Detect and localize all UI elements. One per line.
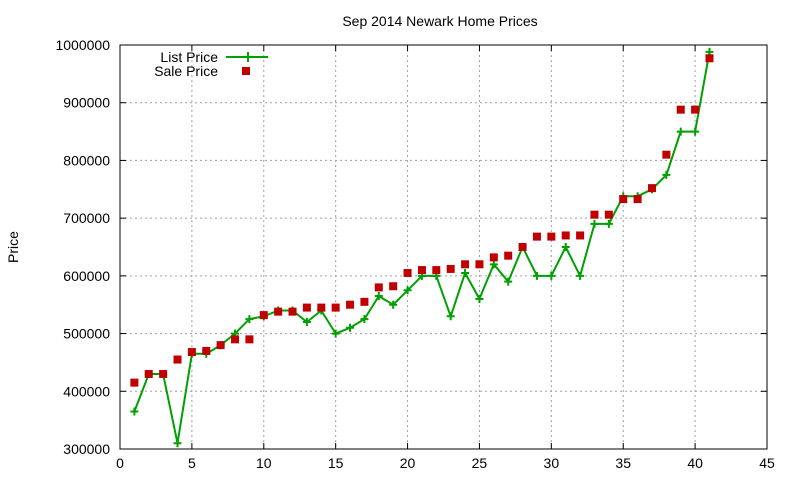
data-point-sale-price <box>159 369 168 378</box>
legend-marker-list-price <box>243 52 253 62</box>
data-point-list-price <box>346 323 355 332</box>
data-point-sale-price <box>561 231 570 240</box>
data-point-sale-price <box>216 341 225 350</box>
data-point-sale-price <box>389 282 398 291</box>
x-tick-label: 15 <box>328 455 344 471</box>
x-tick-label: 0 <box>116 455 124 471</box>
data-point-list-price <box>475 294 484 303</box>
y-axis-label: Price <box>5 231 21 263</box>
data-point-sale-price <box>576 231 585 240</box>
data-point-list-price <box>504 277 513 286</box>
data-point-list-price <box>691 127 700 136</box>
y-tick-label: 600000 <box>63 268 110 284</box>
data-point-list-price <box>173 439 182 448</box>
x-tick-label: 25 <box>472 455 488 471</box>
data-point-list-price <box>403 286 412 295</box>
y-tick-label: 800000 <box>63 152 110 168</box>
x-tick-label: 20 <box>400 455 416 471</box>
data-point-sale-price <box>604 210 613 219</box>
data-point-sale-price <box>274 307 283 316</box>
data-point-list-price <box>302 318 311 327</box>
data-point-sale-price <box>403 268 412 277</box>
data-point-list-price <box>389 300 398 309</box>
data-point-sale-price <box>144 369 153 378</box>
data-point-sale-price <box>676 105 685 114</box>
data-point-sale-price <box>346 300 355 309</box>
x-tick-label: 10 <box>256 455 272 471</box>
data-point-sale-price <box>231 335 240 344</box>
data-point-sale-price <box>489 253 498 262</box>
data-point-sale-price <box>461 260 470 269</box>
data-point-list-price <box>590 219 599 228</box>
data-point-sale-price <box>691 105 700 114</box>
legend-label-list-price: List Price <box>160 49 218 65</box>
axis-ticks: 0 5 10 15 20 25 30 35 40 45 300000 400000 500000 6000… <box>55 37 775 471</box>
data-point-list-price <box>576 271 585 280</box>
series-layer <box>130 47 714 448</box>
data-point-sale-price <box>633 195 642 204</box>
data-point-list-price <box>547 271 556 280</box>
y-tick-label: 900000 <box>63 95 110 111</box>
data-point-sale-price <box>547 232 556 241</box>
data-point-sale-price <box>187 348 196 357</box>
y-tick-label: 1000000 <box>55 37 110 53</box>
series-sale-price <box>130 54 714 387</box>
legend-label-sale-price: Sale Price <box>154 63 218 79</box>
legend: List Price Sale Price <box>154 49 268 79</box>
data-point-sale-price <box>259 311 268 320</box>
data-point-sale-price <box>331 303 340 312</box>
x-tick-label: 45 <box>759 455 775 471</box>
x-tick-label: 30 <box>544 455 560 471</box>
x-tick-label: 40 <box>687 455 703 471</box>
data-point-list-price <box>662 170 671 179</box>
data-point-list-price <box>374 292 383 301</box>
data-point-sale-price <box>317 303 326 312</box>
x-tick-label: 5 <box>188 455 196 471</box>
data-point-sale-price <box>590 210 599 219</box>
data-point-sale-price <box>432 266 441 275</box>
data-point-sale-price <box>302 303 311 312</box>
data-point-sale-price <box>446 264 455 273</box>
data-point-sale-price <box>504 251 513 260</box>
chart-title: Sep 2014 Newark Home Prices <box>342 13 537 29</box>
data-point-sale-price <box>417 266 426 275</box>
legend-marker-sale-price <box>242 67 250 75</box>
x-tick-label: 35 <box>615 455 631 471</box>
data-point-list-price <box>461 268 470 277</box>
data-point-sale-price <box>245 335 254 344</box>
data-point-sale-price <box>360 297 369 306</box>
y-tick-label: 300000 <box>63 441 110 457</box>
data-point-list-price <box>331 329 340 338</box>
data-point-list-price <box>489 260 498 269</box>
data-point-list-price <box>245 315 254 324</box>
data-point-sale-price <box>705 54 714 63</box>
data-point-sale-price <box>619 195 628 204</box>
data-point-sale-price <box>475 260 484 269</box>
data-point-sale-price <box>662 150 671 159</box>
data-point-list-price <box>130 407 139 416</box>
data-point-list-price <box>532 271 541 280</box>
data-point-sale-price <box>173 355 182 364</box>
data-point-list-price <box>676 127 685 136</box>
data-point-list-price <box>360 315 369 324</box>
data-point-sale-price <box>202 346 211 355</box>
y-tick-label: 700000 <box>63 210 110 226</box>
grid <box>120 45 767 449</box>
data-point-sale-price <box>288 307 297 316</box>
y-tick-label: 500000 <box>63 326 110 342</box>
data-point-list-price <box>604 219 613 228</box>
data-point-sale-price <box>518 243 527 251</box>
data-point-list-price <box>561 243 570 251</box>
data-point-sale-price <box>130 378 139 387</box>
data-point-sale-price <box>374 283 383 292</box>
y-tick-label: 400000 <box>63 383 110 399</box>
data-point-list-price <box>446 312 455 321</box>
data-point-sale-price <box>532 232 541 241</box>
plot-area <box>119 44 768 450</box>
data-point-sale-price <box>647 184 656 193</box>
